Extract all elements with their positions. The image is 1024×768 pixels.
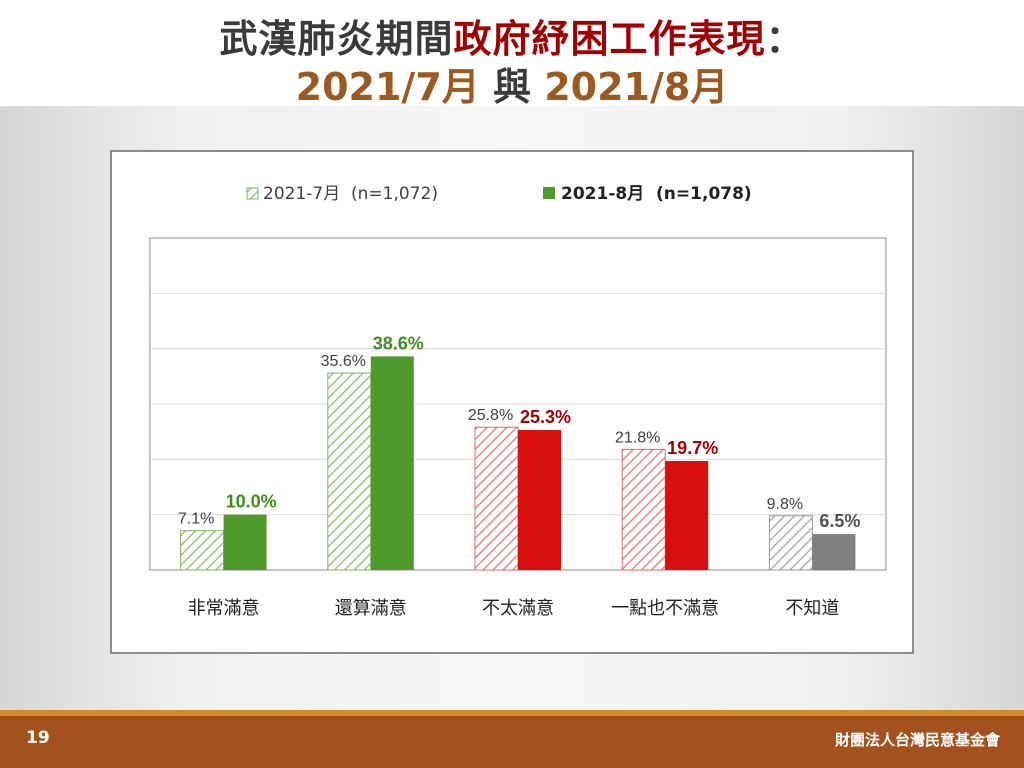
title-part-period1: 2021/7月 — [295, 65, 480, 109]
bar-aug-1 — [370, 356, 414, 570]
satisfaction-bar-chart: 7.1% 10.0% 35.6% 38.6% 25.8% 25.3% 21.8% 19.7% 9… — [149, 184, 887, 619]
bars — [180, 356, 856, 571]
bar-jul-1 — [327, 372, 372, 571]
bar-jul-2 — [474, 426, 519, 571]
data-label-jul-0: 7.1% — [178, 511, 214, 528]
bar-aug-2 — [518, 430, 561, 570]
bar-aug-4 — [812, 534, 856, 570]
category-label-4: 不知道 — [785, 598, 839, 619]
bar-jul-4 — [768, 515, 813, 571]
title-part-highlight: 政府紓困工作表現 — [453, 17, 766, 61]
slide-title-line1: 武漢肺炎期間政府紓困工作表現： — [0, 8, 1024, 63]
title-area: 武漢肺炎期間政府紓困工作表現： 2021/7月 與 2021/8月 — [0, 0, 1024, 109]
bar-aug-0 — [223, 514, 267, 570]
category-label-1: 還算滿意 — [335, 598, 407, 619]
category-label-0: 非常滿意 — [188, 598, 260, 619]
title-part-and: 與 — [479, 65, 545, 109]
data-label-aug-3: 19.7% — [667, 438, 718, 458]
data-label-aug-1: 38.6% — [373, 333, 424, 353]
legend-swatch-jul — [246, 187, 259, 200]
x-axis: 非常滿意 還算滿意 不太滿意 一點也不滿意 不知道 — [188, 598, 840, 619]
footer-accent-line — [0, 710, 1024, 716]
title-part-period2: 2021/8月 — [544, 65, 729, 109]
data-label-aug-4: 6.5% — [819, 511, 860, 531]
bar-aug-3 — [665, 460, 709, 570]
bar-jul-3 — [621, 448, 666, 571]
legend-swatch-aug — [543, 187, 555, 199]
footer-bar — [0, 716, 1024, 768]
page-number: 19 — [26, 728, 50, 748]
legend: 2021-7月 (n=1,072) 2021-8月 (n=1,078) — [246, 184, 752, 204]
legend-label-jul: 2021-7月 (n=1,072) — [263, 184, 438, 204]
category-label-3: 一點也不滿意 — [611, 598, 719, 619]
data-label-jul-2: 25.8% — [468, 407, 513, 424]
category-label-2: 不太滿意 — [482, 598, 554, 619]
data-labels: 7.1% 10.0% 35.6% 38.6% 25.8% 25.3% 21.8% 19.7% 9… — [178, 333, 861, 531]
data-label-jul-3: 21.8% — [615, 429, 660, 446]
title-part-colon: ： — [765, 17, 805, 61]
slide-title-line2: 2021/7月 與 2021/8月 — [0, 56, 1024, 111]
bar-jul-0 — [180, 530, 225, 571]
data-label-jul-1: 35.6% — [321, 353, 366, 370]
data-label-aug-0: 10.0% — [226, 492, 277, 512]
data-label-aug-2: 25.3% — [520, 407, 571, 427]
title-part-topic: 武漢肺炎期間 — [219, 17, 454, 61]
legend-label-aug: 2021-8月 (n=1,078) — [561, 184, 752, 204]
organization-name: 財團法人台灣民意基金會 — [834, 731, 1000, 749]
data-label-jul-4: 9.8% — [767, 496, 803, 513]
